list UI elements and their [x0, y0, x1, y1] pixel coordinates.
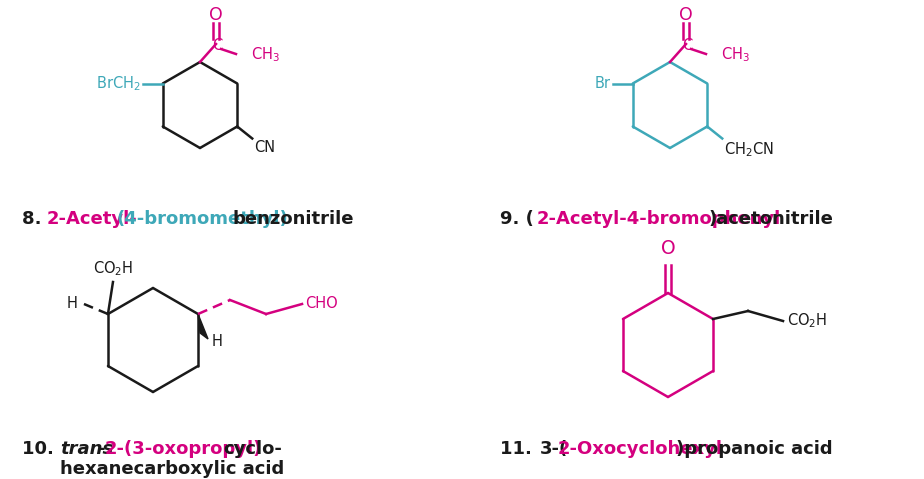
Text: 3-(: 3-( [540, 440, 568, 458]
Text: 9. (: 9. ( [500, 210, 534, 228]
Text: hexanecarboxylic acid: hexanecarboxylic acid [60, 460, 285, 478]
Text: C: C [212, 37, 222, 53]
Text: 10.: 10. [22, 440, 60, 458]
Text: C: C [682, 37, 692, 53]
Text: 11.: 11. [500, 440, 538, 458]
Text: CH$_2$CN: CH$_2$CN [724, 140, 774, 159]
Text: cyclo-: cyclo- [223, 440, 282, 458]
Text: )propanoic acid: )propanoic acid [676, 440, 833, 458]
Text: 2-Acetyl-: 2-Acetyl- [47, 210, 138, 228]
Text: CN: CN [254, 140, 275, 156]
Text: O: O [679, 6, 693, 24]
Text: 2-(3-oxopropyl): 2-(3-oxopropyl) [105, 440, 262, 458]
Polygon shape [198, 314, 208, 339]
Text: (4-bromomethyl): (4-bromomethyl) [117, 210, 288, 228]
Text: 8.: 8. [22, 210, 48, 228]
Text: 2-Oxocyclohexyl: 2-Oxocyclohexyl [558, 440, 723, 458]
Text: O: O [209, 6, 223, 24]
Text: BrCH$_2$: BrCH$_2$ [96, 74, 140, 93]
Text: CO$_2$H: CO$_2$H [787, 312, 827, 331]
Text: O: O [661, 239, 675, 258]
Text: trans: trans [60, 440, 114, 458]
Text: CO$_2$H: CO$_2$H [92, 259, 133, 278]
Text: H: H [212, 334, 223, 350]
Text: CHO: CHO [305, 297, 338, 311]
Text: benzonitrile: benzonitrile [233, 210, 355, 228]
Text: CH$_3$: CH$_3$ [251, 46, 280, 64]
Text: -: - [98, 440, 105, 458]
Text: )acetonitrile: )acetonitrile [709, 210, 833, 228]
Text: 2-Acetyl-4-bromophenyl: 2-Acetyl-4-bromophenyl [537, 210, 782, 228]
Text: H: H [67, 297, 78, 311]
Text: Br: Br [595, 76, 611, 91]
Text: CH$_3$: CH$_3$ [721, 46, 750, 64]
